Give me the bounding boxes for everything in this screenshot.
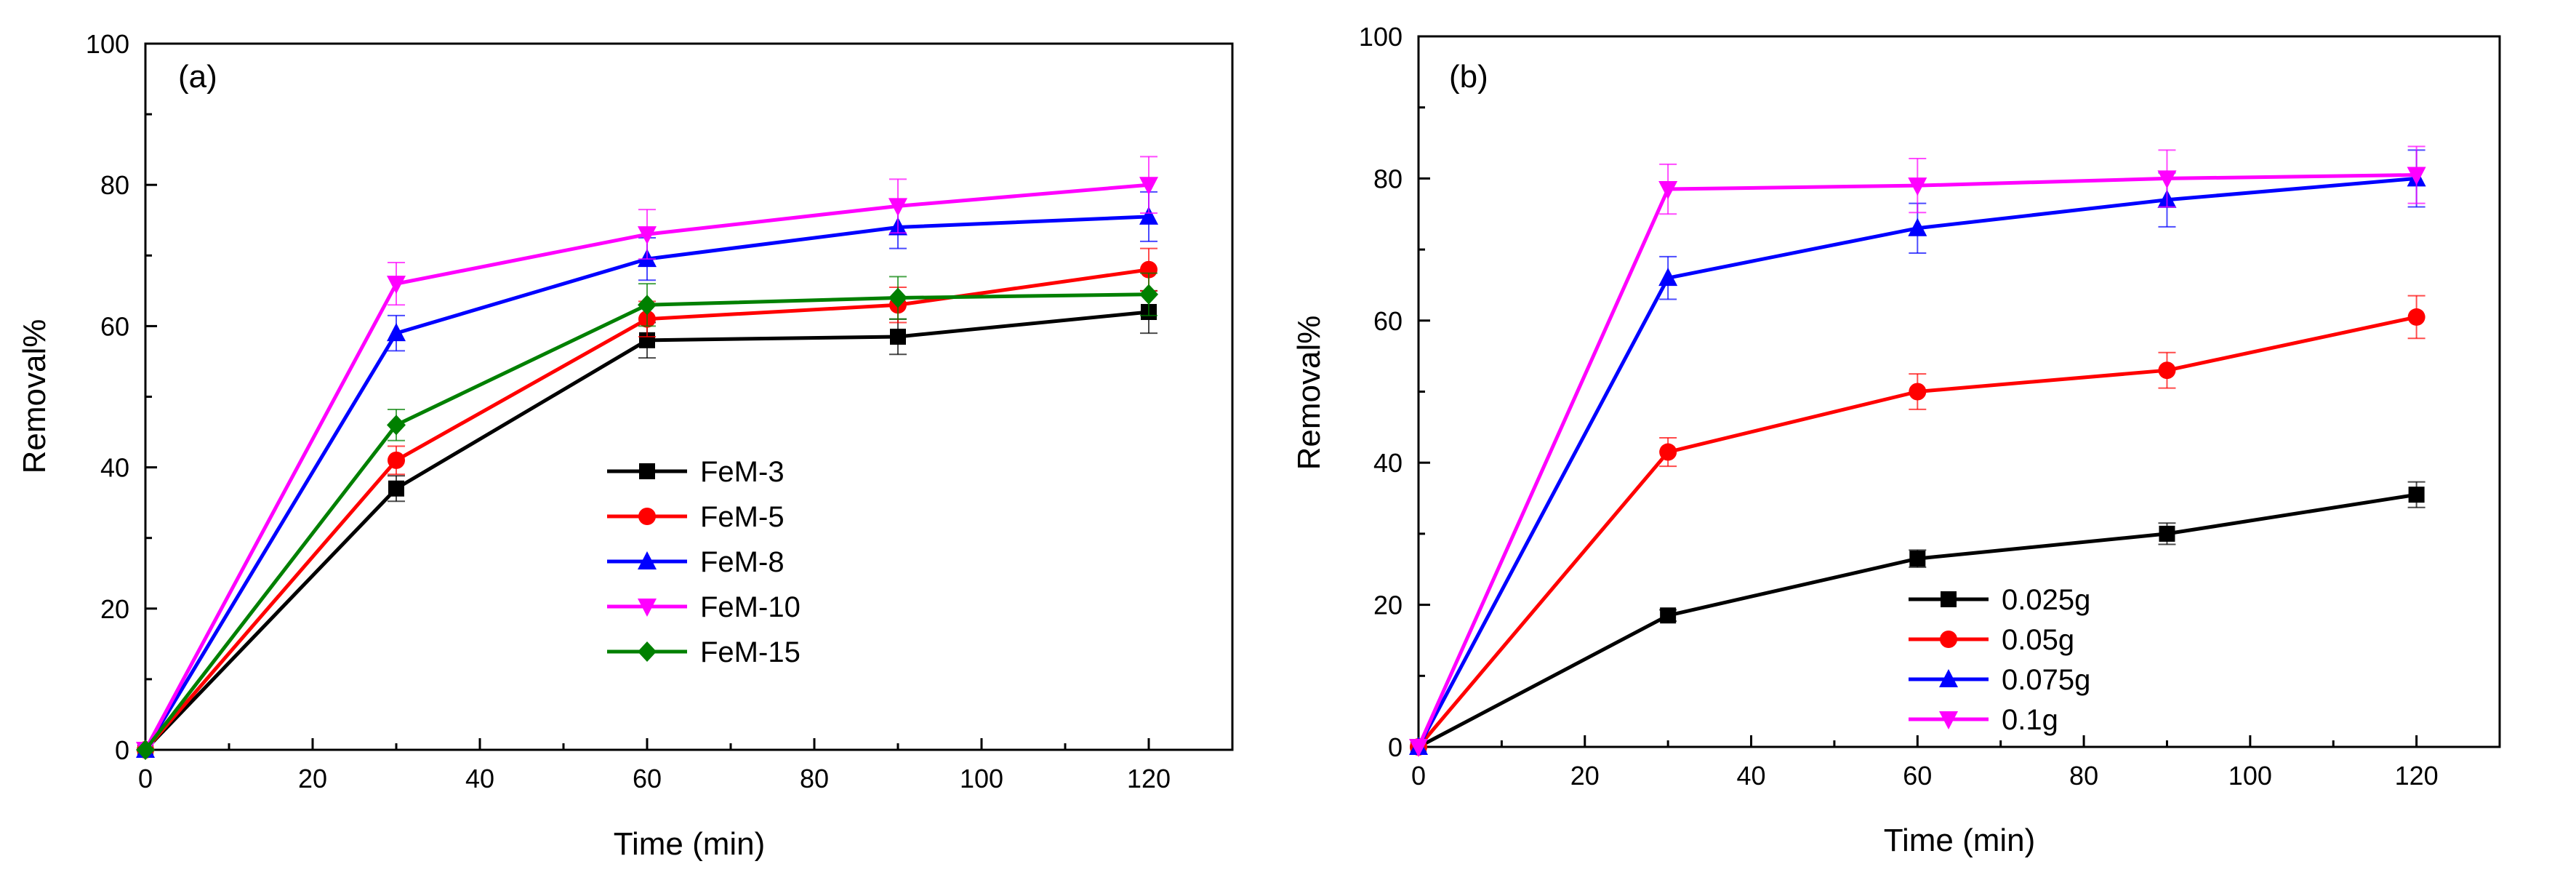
data-point bbox=[388, 451, 405, 469]
x-tick-label: 60 bbox=[633, 764, 662, 793]
data-point bbox=[1660, 607, 1677, 624]
legend-label: 0.1g bbox=[2002, 704, 2058, 736]
y-axis-title: Removal% bbox=[17, 319, 52, 474]
x-axis-title: Time (min) bbox=[614, 826, 766, 862]
legend-marker bbox=[1939, 669, 1958, 687]
legend-label: FeM-5 bbox=[700, 501, 785, 533]
series-line bbox=[1417, 492, 2417, 749]
data-point bbox=[387, 415, 406, 436]
legend-marker bbox=[638, 641, 657, 662]
x-tick-label: 100 bbox=[2228, 761, 2272, 791]
y-tick-label: 60 bbox=[100, 311, 129, 341]
legend: FeM-3 FeM-5 FeM-8 FeM-10 FeM-15 bbox=[607, 456, 801, 668]
x-tick-label: 80 bbox=[800, 764, 829, 793]
data-point bbox=[136, 740, 155, 760]
legend: 0.025g 0.05g 0.075g 0.1g bbox=[1909, 584, 2090, 736]
data-point bbox=[387, 276, 406, 295]
legend-marker bbox=[639, 463, 655, 479]
y-tick-label: 80 bbox=[1373, 164, 1403, 193]
y-tick-label: 40 bbox=[100, 453, 129, 483]
x-tick-label: 20 bbox=[1570, 761, 1600, 791]
y-tick-label: 20 bbox=[1373, 591, 1403, 620]
panel-a: 0 20 40 60 80 100 120 0 20 40 60 80 100 Time (min) Rem… bbox=[17, 29, 1234, 862]
legend-label: FeM-10 bbox=[700, 591, 801, 623]
legend-marker bbox=[1940, 631, 1957, 648]
legend-label: FeM-15 bbox=[700, 636, 801, 668]
data-point bbox=[2158, 361, 2176, 380]
legend-label: 0.075g bbox=[2002, 664, 2090, 696]
y-tick-label: 40 bbox=[1373, 448, 1403, 478]
series-0.05g bbox=[1410, 295, 2425, 756]
x-tick-label: 0 bbox=[138, 764, 153, 793]
legend-marker bbox=[638, 599, 657, 617]
y-tick-label: 100 bbox=[86, 29, 129, 59]
data-point bbox=[2407, 308, 2425, 326]
data-point bbox=[1909, 551, 1926, 567]
series-FeM-10 bbox=[136, 156, 1158, 760]
data-point bbox=[888, 287, 907, 308]
x-axis-title: Time (min) bbox=[1884, 823, 2036, 858]
x-tick-label: 20 bbox=[298, 764, 327, 793]
y-tick-label: 0 bbox=[1388, 732, 1403, 762]
legend-label: 0.025g bbox=[2002, 584, 2090, 616]
legend-marker bbox=[1941, 591, 1957, 607]
panel-label: (a) bbox=[178, 59, 217, 95]
data-point bbox=[638, 226, 657, 245]
data-point bbox=[638, 295, 657, 316]
data-point bbox=[2407, 167, 2426, 185]
x-tick-label: 40 bbox=[465, 764, 494, 793]
data-point bbox=[2408, 487, 2425, 503]
data-point bbox=[888, 198, 907, 217]
data-point bbox=[1139, 206, 1158, 225]
data-point bbox=[1908, 217, 1927, 236]
data-point bbox=[1139, 177, 1158, 196]
data-point bbox=[1908, 177, 1927, 196]
x-tick-label: 60 bbox=[1903, 761, 1932, 791]
data-point bbox=[1658, 181, 1678, 200]
y-tick-label: 60 bbox=[1373, 306, 1403, 336]
series-line bbox=[144, 310, 1149, 751]
panel-label: (b) bbox=[1449, 59, 1488, 95]
data-point bbox=[2157, 170, 2177, 189]
series-0.1g bbox=[1409, 145, 2426, 757]
y-tick-label: 20 bbox=[100, 594, 129, 624]
data-point bbox=[387, 323, 406, 342]
x-tick-label: 120 bbox=[1127, 764, 1171, 793]
data-point bbox=[1659, 443, 1677, 461]
y-axis-title: Removal% bbox=[1291, 316, 1327, 471]
data-point bbox=[1140, 260, 1157, 279]
data-point bbox=[1909, 383, 1927, 401]
x-tick-label: 120 bbox=[2395, 761, 2439, 791]
legend-label: FeM-3 bbox=[700, 456, 785, 488]
legend-marker bbox=[638, 508, 656, 525]
legend-label: FeM-8 bbox=[700, 546, 785, 578]
x-tick-label: 0 bbox=[1411, 761, 1426, 791]
data-point bbox=[1409, 739, 1428, 757]
data-point bbox=[388, 480, 404, 497]
y-tick-label: 0 bbox=[115, 735, 129, 765]
legend-marker bbox=[1939, 711, 1958, 729]
x-tick-label: 100 bbox=[960, 764, 1003, 793]
data-point bbox=[1658, 268, 1678, 287]
y-tick-label: 100 bbox=[1359, 22, 1403, 52]
data-point bbox=[890, 328, 906, 345]
x-tick-label: 80 bbox=[2069, 761, 2098, 791]
x-tick-label: 40 bbox=[1737, 761, 1766, 791]
series-0.025g bbox=[1411, 481, 2425, 755]
series-FeM-15 bbox=[136, 272, 1158, 760]
series-line bbox=[1416, 173, 2417, 748]
data-point bbox=[2159, 525, 2175, 542]
panel-b: 0 20 40 60 80 100 120 0 20 40 60 80 100 Time (min) Rem… bbox=[1291, 22, 2501, 858]
series-line bbox=[1416, 176, 2417, 748]
legend-label: 0.05g bbox=[2002, 624, 2074, 656]
y-tick-label: 80 bbox=[100, 170, 129, 200]
series-0.075g bbox=[1409, 149, 2426, 755]
legend-marker bbox=[638, 551, 657, 569]
data-point bbox=[1139, 284, 1158, 305]
plot-frame bbox=[144, 42, 1234, 751]
